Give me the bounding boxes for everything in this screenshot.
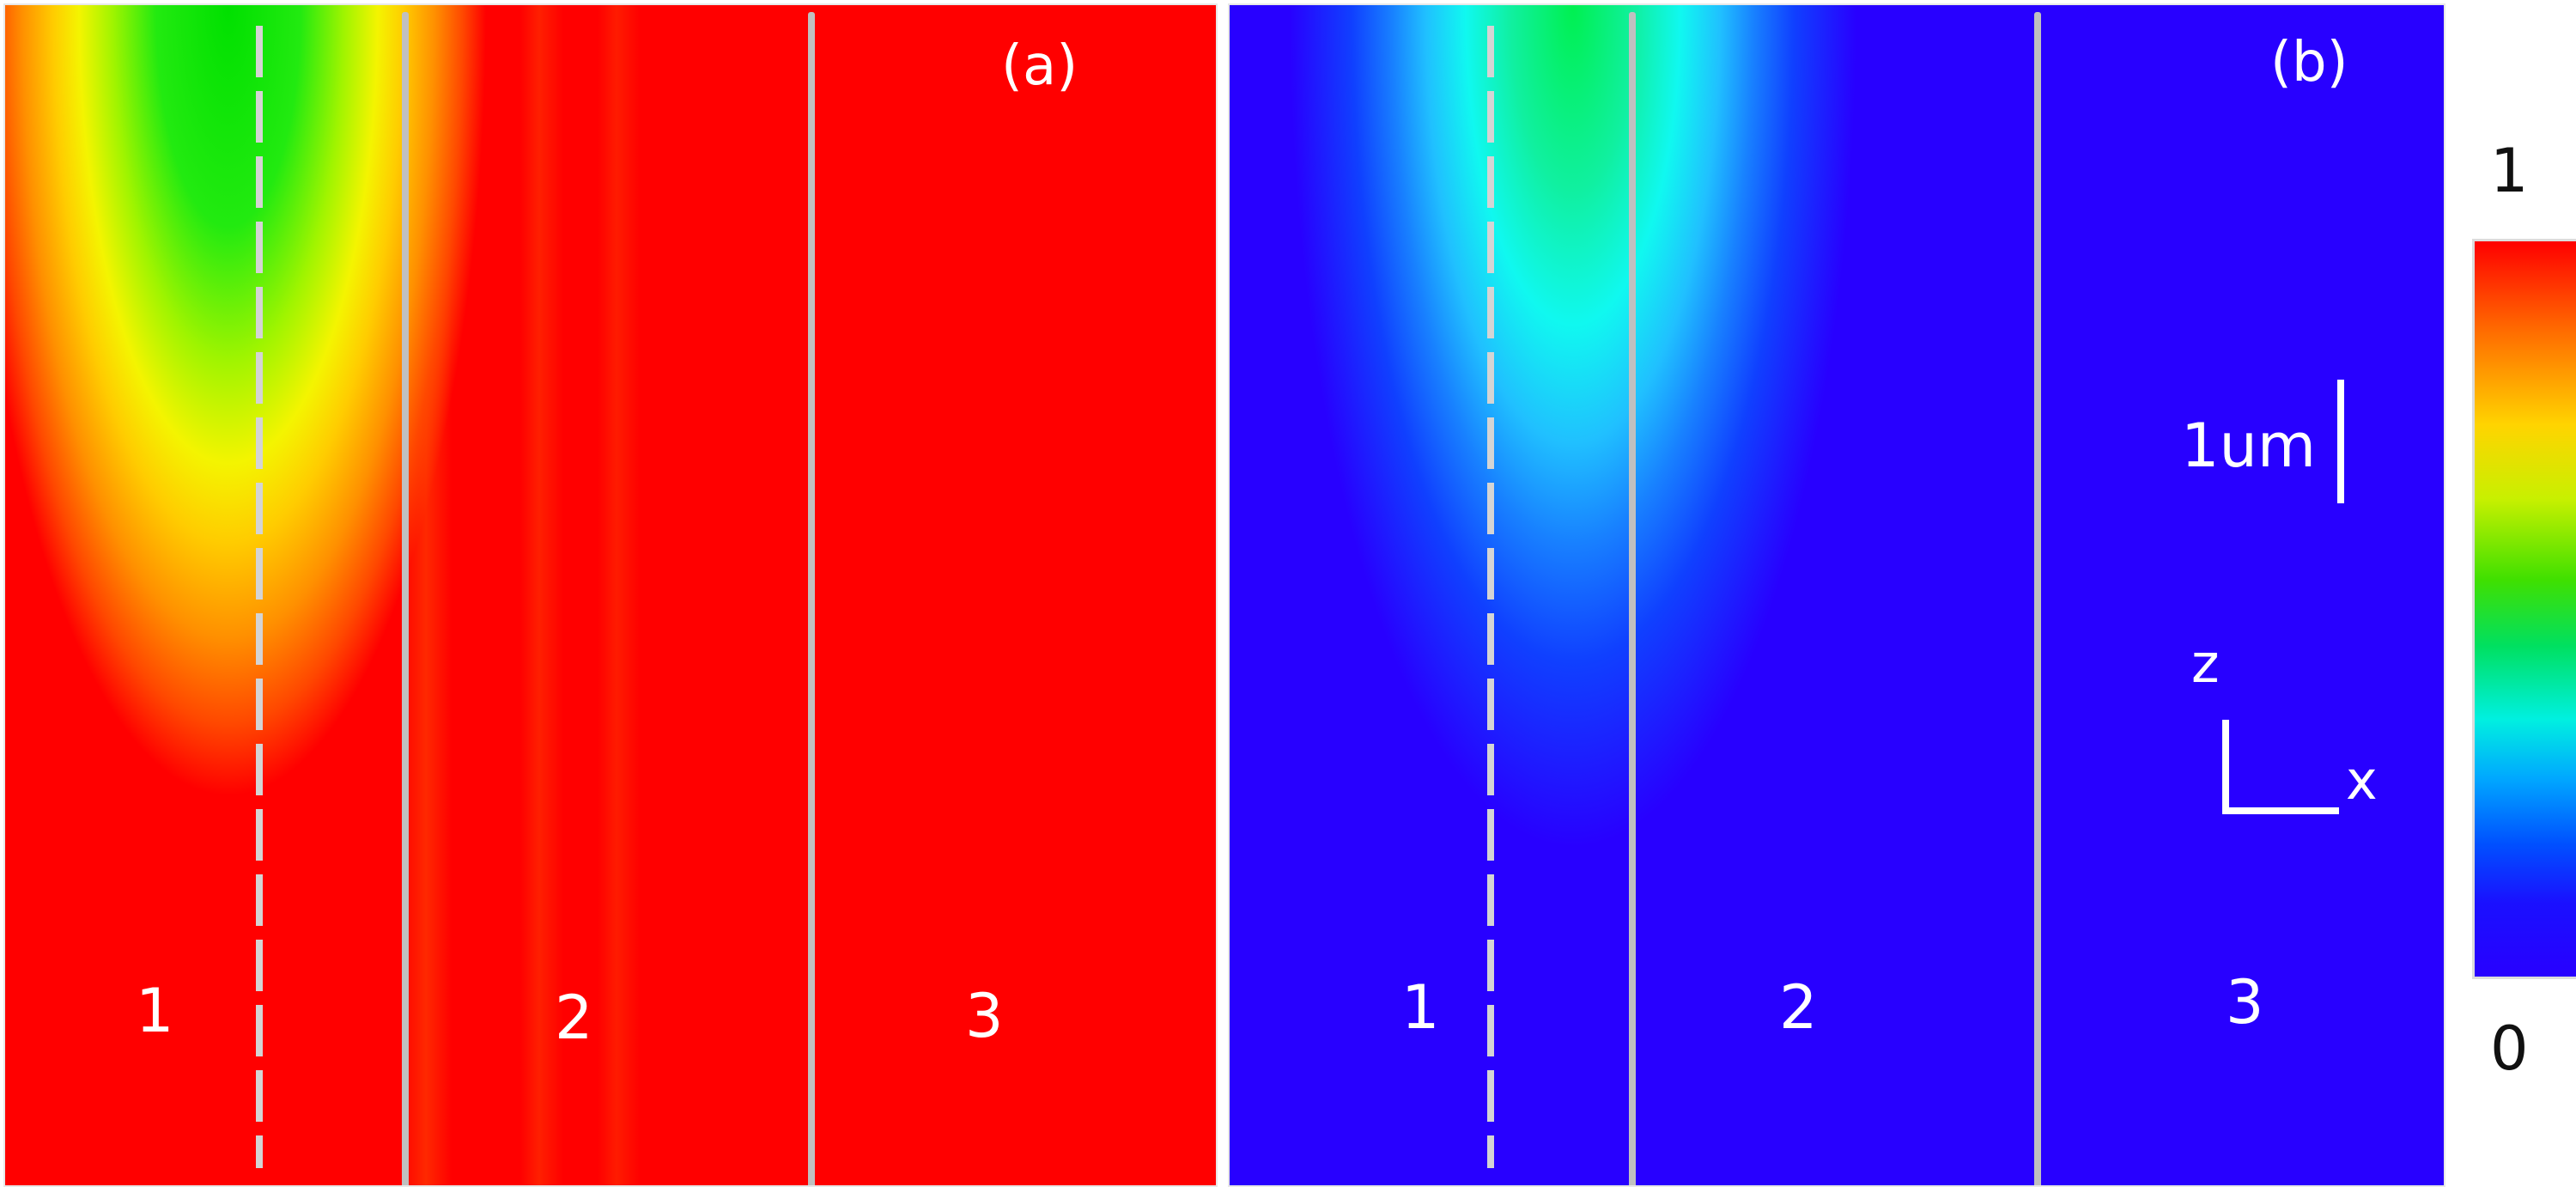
panel-a-boundary-1-2 — [402, 12, 409, 1185]
colorbar — [2472, 239, 2576, 979]
panel-a-field-map: (a) 1 2 3 — [3, 3, 1218, 1187]
panel-b-region-2-label: 2 — [1779, 972, 1818, 1043]
scale-bar-label: 1um — [2181, 411, 2317, 481]
colorbar-max-label: 1 — [2490, 136, 2529, 206]
axis-z-label: z — [2191, 632, 2220, 695]
panel-b-label: (b) — [2270, 31, 2348, 94]
panel-a-center-dashed-line — [256, 26, 263, 1168]
axis-x-label: x — [2346, 749, 2378, 812]
panel-a-label: (a) — [1001, 34, 1078, 98]
panel-b-region-3-label: 3 — [2226, 967, 2264, 1038]
panel-b-boundary-2-3 — [2034, 12, 2041, 1185]
panel-b-field-map: (b) 1 2 3 1um z x — [1228, 3, 2445, 1187]
axis-x-arm — [2222, 807, 2339, 814]
panel-b-boundary-1-2 — [1629, 12, 1636, 1185]
scale-bar — [2337, 380, 2344, 503]
panel-b-center-dashed-line — [1487, 26, 1494, 1168]
axis-z-arm — [2222, 720, 2229, 814]
panel-a-region-1-label: 1 — [136, 976, 174, 1046]
panel-a-boundary-2-3 — [808, 12, 815, 1185]
panel-a-region-3-label: 3 — [965, 981, 1004, 1051]
colorbar-min-label: 0 — [2490, 1014, 2529, 1084]
panel-b-region-1-label: 1 — [1401, 972, 1440, 1043]
panel-a-region-2-label: 2 — [555, 983, 593, 1053]
